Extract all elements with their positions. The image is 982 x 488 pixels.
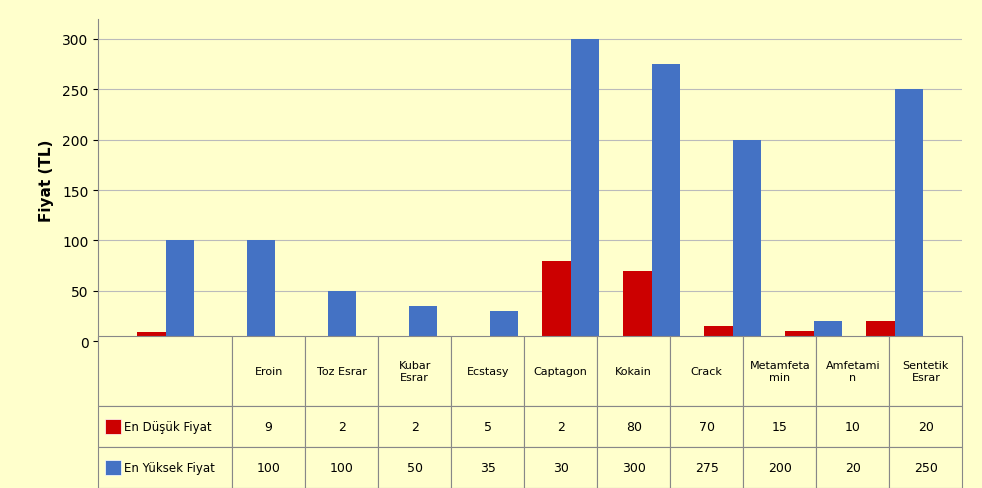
Bar: [814, 322, 843, 342]
Text: Sentetik
Esrar: Sentetik Esrar: [902, 361, 949, 382]
Bar: [380, 337, 409, 342]
Bar: [524, 447, 597, 488]
Text: 250: 250: [914, 461, 938, 474]
Bar: [105, 419, 121, 434]
Text: 100: 100: [330, 461, 354, 474]
Text: Ecstasy: Ecstasy: [466, 366, 509, 377]
Bar: [378, 447, 451, 488]
Text: 50: 50: [407, 461, 422, 474]
Bar: [671, 337, 743, 407]
Bar: [597, 407, 671, 447]
Bar: [890, 447, 962, 488]
Bar: [462, 340, 490, 342]
Text: 2: 2: [557, 420, 565, 433]
Text: Amfetami
n: Amfetami n: [826, 361, 880, 382]
Bar: [743, 337, 816, 407]
Bar: [246, 241, 275, 342]
Bar: [671, 407, 743, 447]
Text: 275: 275: [695, 461, 719, 474]
Text: En Düşük Fiyat: En Düşük Fiyat: [124, 420, 212, 433]
Bar: [451, 447, 524, 488]
Text: 20: 20: [845, 461, 861, 474]
Text: 5: 5: [484, 420, 492, 433]
Bar: [743, 407, 816, 447]
Bar: [137, 332, 166, 342]
Text: 80: 80: [626, 420, 642, 433]
Text: 20: 20: [918, 420, 934, 433]
Bar: [597, 337, 671, 407]
Bar: [300, 340, 328, 342]
Bar: [232, 407, 305, 447]
Text: Crack: Crack: [691, 366, 723, 377]
Bar: [305, 337, 378, 407]
Bar: [98, 447, 232, 488]
Bar: [218, 340, 246, 342]
Bar: [652, 65, 681, 342]
Bar: [890, 337, 962, 407]
Bar: [166, 241, 194, 342]
Text: Eroin: Eroin: [254, 366, 283, 377]
Bar: [816, 407, 890, 447]
Bar: [451, 337, 524, 407]
Bar: [816, 447, 890, 488]
Bar: [671, 447, 743, 488]
Bar: [733, 141, 761, 342]
Bar: [378, 407, 451, 447]
Text: Toz Esrar: Toz Esrar: [317, 366, 366, 377]
Bar: [232, 447, 305, 488]
Bar: [451, 407, 524, 447]
Text: Kubar
Esrar: Kubar Esrar: [399, 361, 431, 382]
Bar: [409, 306, 437, 342]
Text: 300: 300: [622, 461, 646, 474]
Text: 2: 2: [338, 420, 346, 433]
Bar: [98, 407, 232, 447]
Text: 70: 70: [699, 420, 715, 433]
Text: Kokain: Kokain: [616, 366, 652, 377]
Bar: [816, 337, 890, 407]
Bar: [890, 407, 962, 447]
Text: En Yüksek Fiyat: En Yüksek Fiyat: [124, 461, 215, 474]
Bar: [232, 337, 305, 407]
Bar: [328, 291, 356, 342]
Text: 35: 35: [480, 461, 496, 474]
Bar: [105, 460, 121, 475]
Bar: [305, 407, 378, 447]
Text: 15: 15: [772, 420, 788, 433]
Text: 9: 9: [265, 420, 273, 433]
Bar: [305, 447, 378, 488]
Bar: [786, 331, 814, 342]
Bar: [378, 337, 451, 407]
Bar: [571, 40, 599, 342]
Bar: [895, 90, 923, 342]
Bar: [524, 337, 597, 407]
Bar: [624, 271, 652, 342]
Text: 100: 100: [256, 461, 281, 474]
Bar: [542, 261, 571, 342]
Bar: [866, 322, 895, 342]
Y-axis label: Fiyat (TL): Fiyat (TL): [38, 140, 54, 222]
Bar: [597, 447, 671, 488]
Text: 200: 200: [768, 461, 791, 474]
Bar: [743, 447, 816, 488]
Text: Metamfeta
min: Metamfeta min: [749, 361, 810, 382]
Text: 10: 10: [845, 420, 861, 433]
Text: 2: 2: [410, 420, 418, 433]
Text: 30: 30: [553, 461, 569, 474]
Bar: [524, 407, 597, 447]
Bar: [704, 326, 733, 342]
Text: Captagon: Captagon: [534, 366, 587, 377]
Bar: [98, 337, 232, 407]
Bar: [490, 311, 518, 342]
